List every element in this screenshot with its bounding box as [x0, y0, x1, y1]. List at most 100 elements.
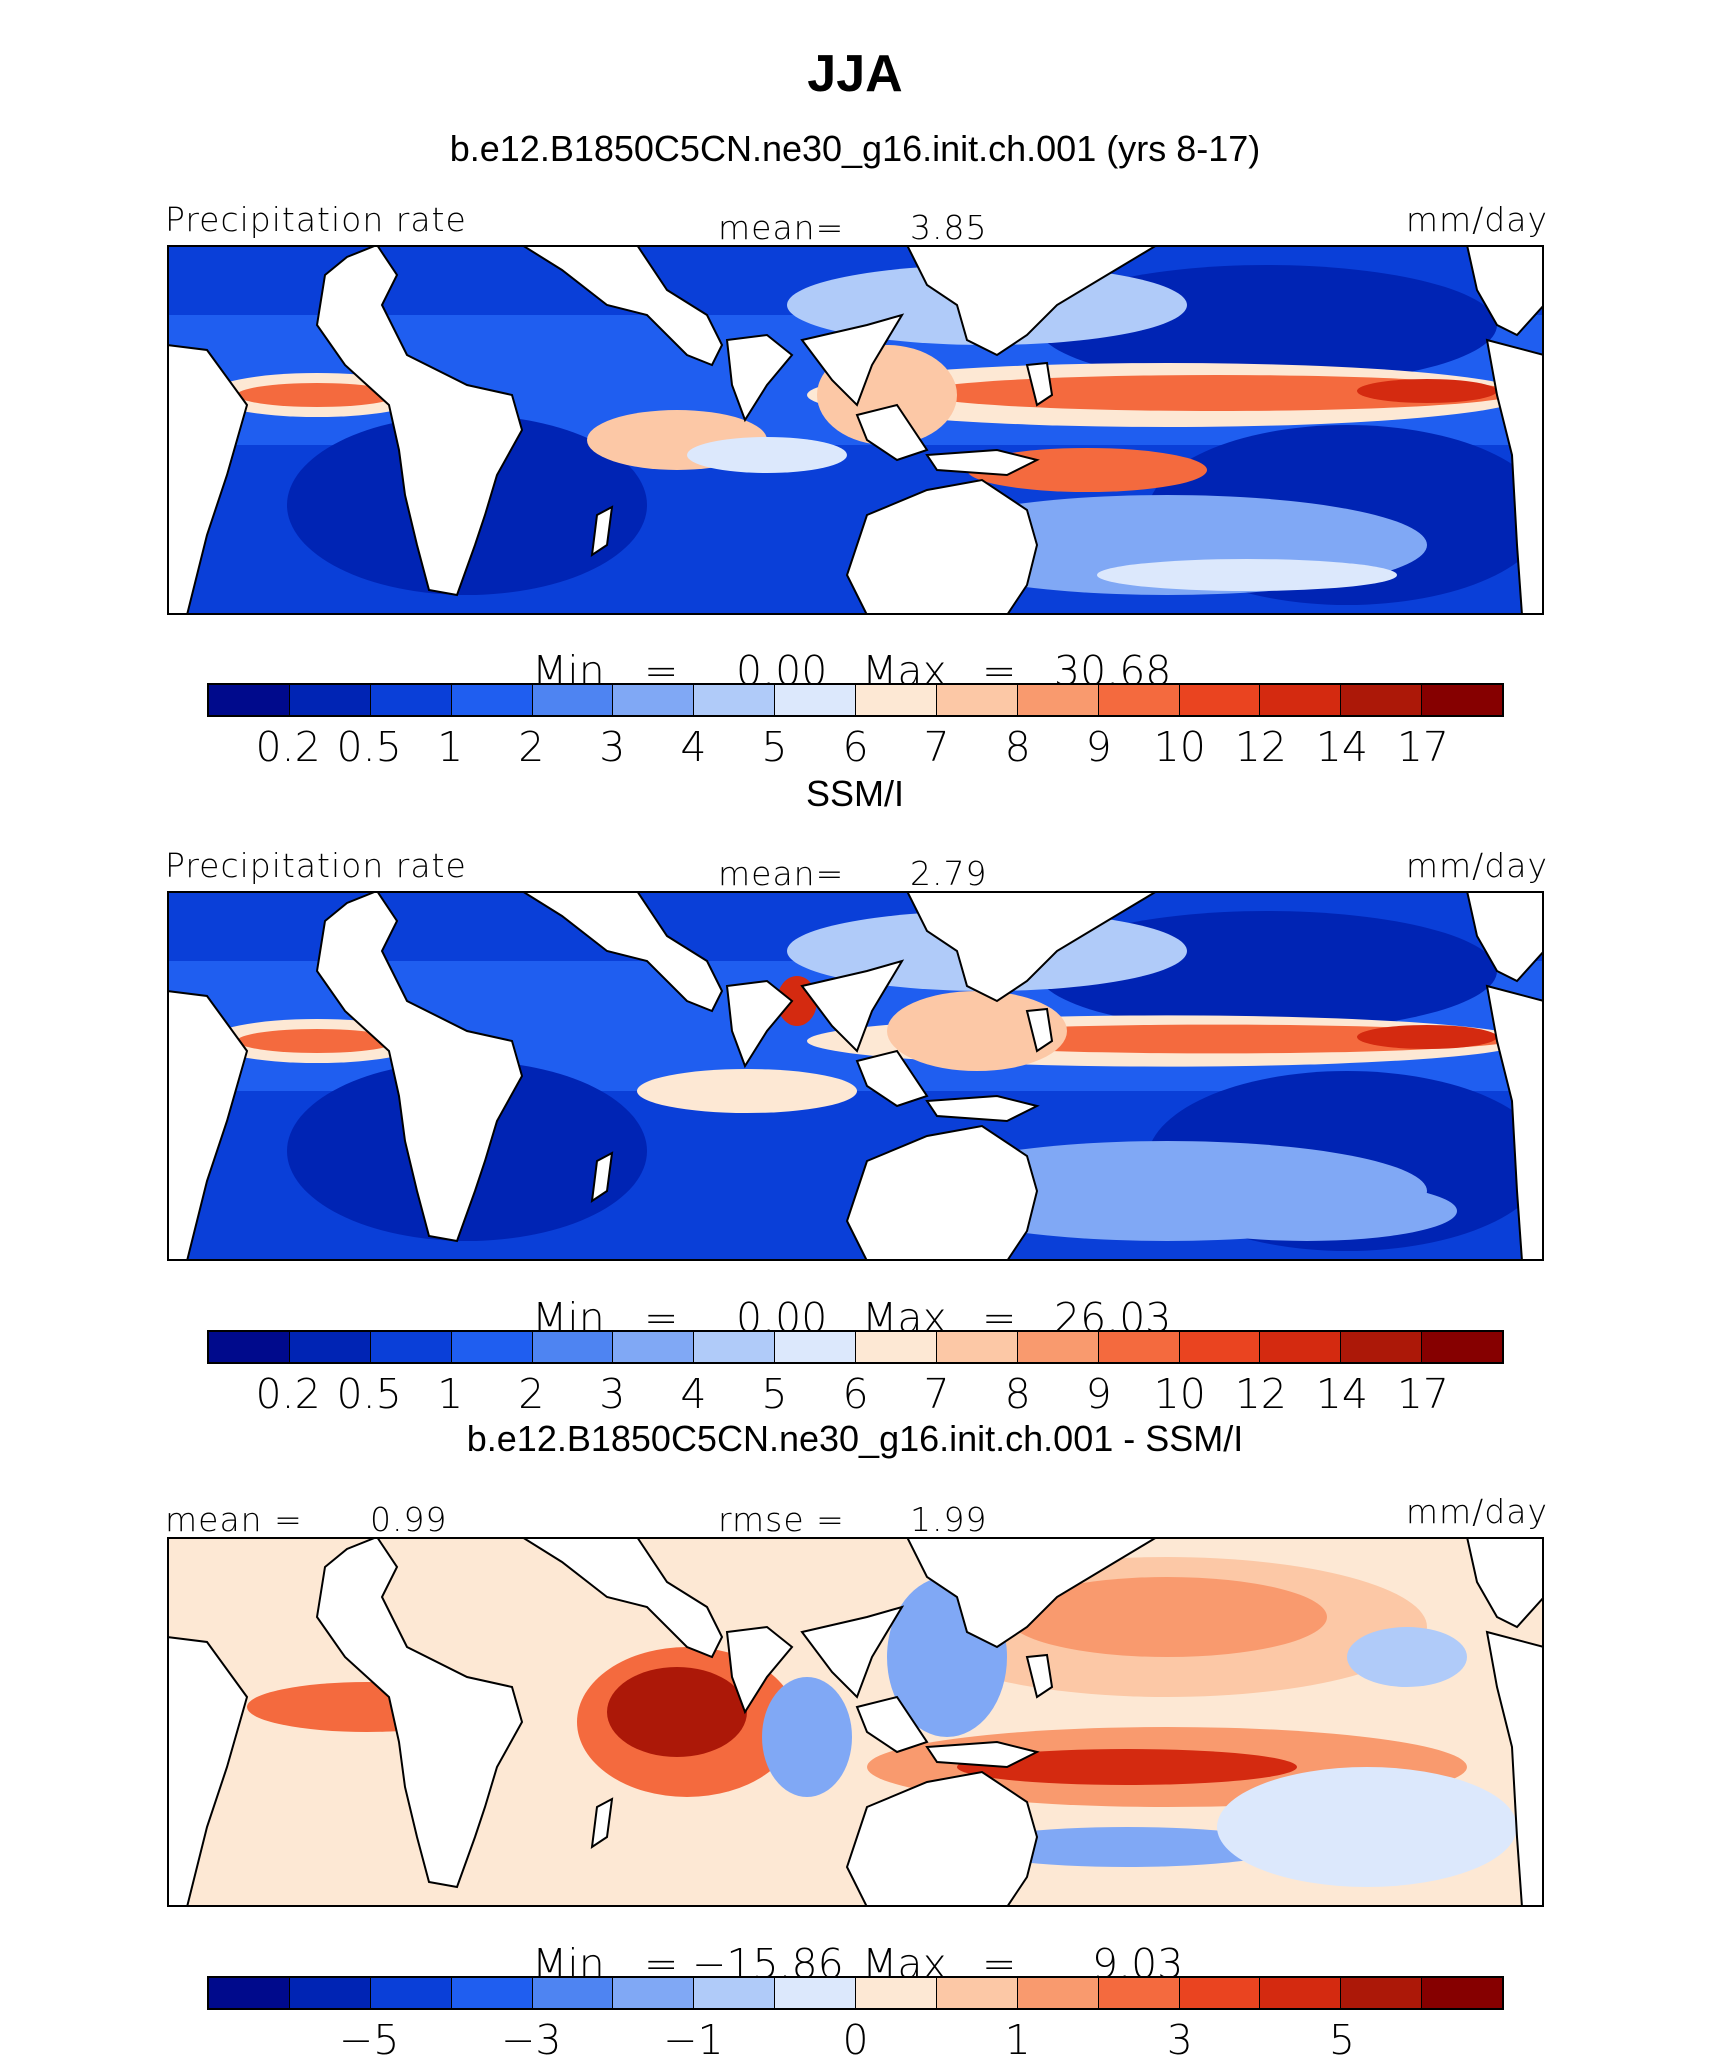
colorbar-swatch — [1179, 1332, 1261, 1362]
mean-label: mean = — [165, 1500, 303, 1539]
colorbar-tick-label: 8 — [1004, 723, 1031, 771]
rmse-value: 1.99 — [910, 1500, 988, 1539]
colorbar-tick-label: 14 — [1315, 1370, 1368, 1418]
coastline — [905, 245, 1159, 357]
colorbar-swatch — [451, 1332, 533, 1362]
colorbar-swatch — [370, 685, 452, 715]
coastline — [845, 1124, 1039, 1261]
colorbar-swatch — [1098, 1978, 1180, 2008]
coastline — [925, 448, 1040, 477]
colorbar-tick-label: 9 — [1085, 1370, 1112, 1418]
colorbar-swatch — [1017, 1978, 1099, 2008]
colorbar-tick-label: 0 — [842, 2016, 869, 2064]
colorbar-tick-label: 0.2 — [255, 723, 321, 771]
colorbar-swatch — [1260, 685, 1342, 715]
colorbar-swatch — [209, 685, 290, 715]
coastline — [315, 891, 524, 1243]
colorbar-swatch — [1017, 685, 1099, 715]
colorbar-swatch — [856, 1978, 937, 2008]
coastline — [725, 333, 794, 423]
coastline — [725, 979, 794, 1069]
colorbar — [207, 1330, 1504, 1364]
coastline — [1485, 338, 1544, 615]
colorbar-swatch — [694, 685, 776, 715]
colorbar-tick-label: 0.2 — [255, 1370, 321, 1418]
colorbar-swatch — [1422, 1332, 1502, 1362]
colorbar-swatch — [613, 685, 695, 715]
coastline — [855, 1049, 929, 1108]
coastline — [855, 1695, 929, 1754]
mean-label: mean= — [718, 854, 845, 893]
colorbar-tick-label: 6 — [842, 1370, 869, 1418]
colorbar — [207, 683, 1504, 717]
colorbar-swatch — [613, 1978, 695, 2008]
units-label: mm/day — [1405, 200, 1548, 239]
colorbar-swatch — [289, 1332, 371, 1362]
colorbar-swatch — [451, 685, 533, 715]
variable-label: Precipitation rate — [165, 200, 467, 239]
colorbar-swatch — [1422, 1978, 1502, 2008]
coastline — [520, 1537, 724, 1659]
colorbar-swatch — [936, 685, 1018, 715]
colorbar-tick-label: 2 — [518, 1370, 545, 1418]
coastline — [725, 1625, 794, 1715]
colorbar-ticks: 0.2 0.5 1 2 3 4 5 6 7 8 9 10 12 14 17 — [207, 1370, 1504, 1420]
coastline — [520, 891, 724, 1013]
colorbar-swatch — [1341, 1978, 1423, 2008]
units-label: mm/day — [1405, 846, 1548, 885]
colorbar-swatch — [1098, 685, 1180, 715]
colorbar-swatch — [209, 1978, 290, 2008]
coastline — [167, 989, 249, 1261]
colorbar-tick-label: 5 — [761, 723, 788, 771]
colorbar-swatch — [694, 1978, 776, 2008]
colorbar-swatch — [370, 1978, 452, 2008]
colorbar-tick-label: 5 — [761, 1370, 788, 1418]
coastline — [1485, 984, 1544, 1261]
colorbar-swatch — [370, 1332, 452, 1362]
colorbar-tick-label: 2 — [518, 723, 545, 771]
colorbar-tick-label: 3 — [1166, 2016, 1193, 2064]
colorbar-tick-label: 10 — [1153, 723, 1206, 771]
panel-subtitle: b.e12.B1850C5CN.ne30_g16.init.ch.001 (yr… — [449, 128, 1261, 169]
colorbar-swatch — [1260, 1332, 1342, 1362]
coastline — [855, 403, 929, 462]
coastline — [1025, 1653, 1054, 1699]
coastline — [800, 1605, 905, 1699]
mean-value: 3.85 — [910, 208, 988, 247]
colorbar-ticks: −5 −3 −1 0 1 3 5 — [207, 2016, 1504, 2064]
colorbar-swatch — [856, 1332, 937, 1362]
colorbar-swatch — [1341, 1332, 1423, 1362]
colorbar-tick-label: 12 — [1234, 723, 1287, 771]
colorbar-tick-label: 1 — [437, 723, 464, 771]
colorbar-swatch — [1179, 685, 1261, 715]
colorbar-tick-label: 9 — [1085, 723, 1112, 771]
colorbar-tick-label: 8 — [1004, 1370, 1031, 1418]
coastline — [845, 478, 1039, 615]
coastline — [925, 1094, 1040, 1123]
colorbar-tick-label: 7 — [923, 723, 950, 771]
coastline — [800, 959, 905, 1053]
figure-title: JJA — [807, 45, 903, 103]
colorbar-swatch — [775, 1978, 856, 2008]
colorbar-ticks: 0.2 0.5 1 2 3 4 5 6 7 8 9 10 12 14 17 — [207, 723, 1504, 773]
colorbar-swatch — [775, 1332, 856, 1362]
coastline — [1465, 1537, 1544, 1629]
colorbar-swatch — [775, 685, 856, 715]
coastline — [520, 245, 724, 367]
colorbar-swatch — [856, 685, 937, 715]
colorbar-swatch — [1341, 685, 1423, 715]
mean-value: 2.79 — [910, 854, 988, 893]
colorbar-swatch — [532, 1978, 614, 2008]
coastline — [1025, 361, 1054, 407]
colorbar-tick-label: −1 — [663, 2016, 724, 2064]
coastline — [315, 245, 524, 597]
colorbar-tick-label: 0.5 — [336, 723, 402, 771]
colorbar-swatch — [936, 1978, 1018, 2008]
colorbar-swatch — [1422, 685, 1502, 715]
colorbar-swatch — [532, 685, 614, 715]
colorbar-tick-label: 1 — [437, 1370, 464, 1418]
colorbar-swatch — [1179, 1978, 1261, 2008]
colorbar-swatch — [532, 1332, 614, 1362]
colorbar-tick-label: 17 — [1396, 723, 1450, 771]
colorbar-swatch — [289, 1978, 371, 2008]
